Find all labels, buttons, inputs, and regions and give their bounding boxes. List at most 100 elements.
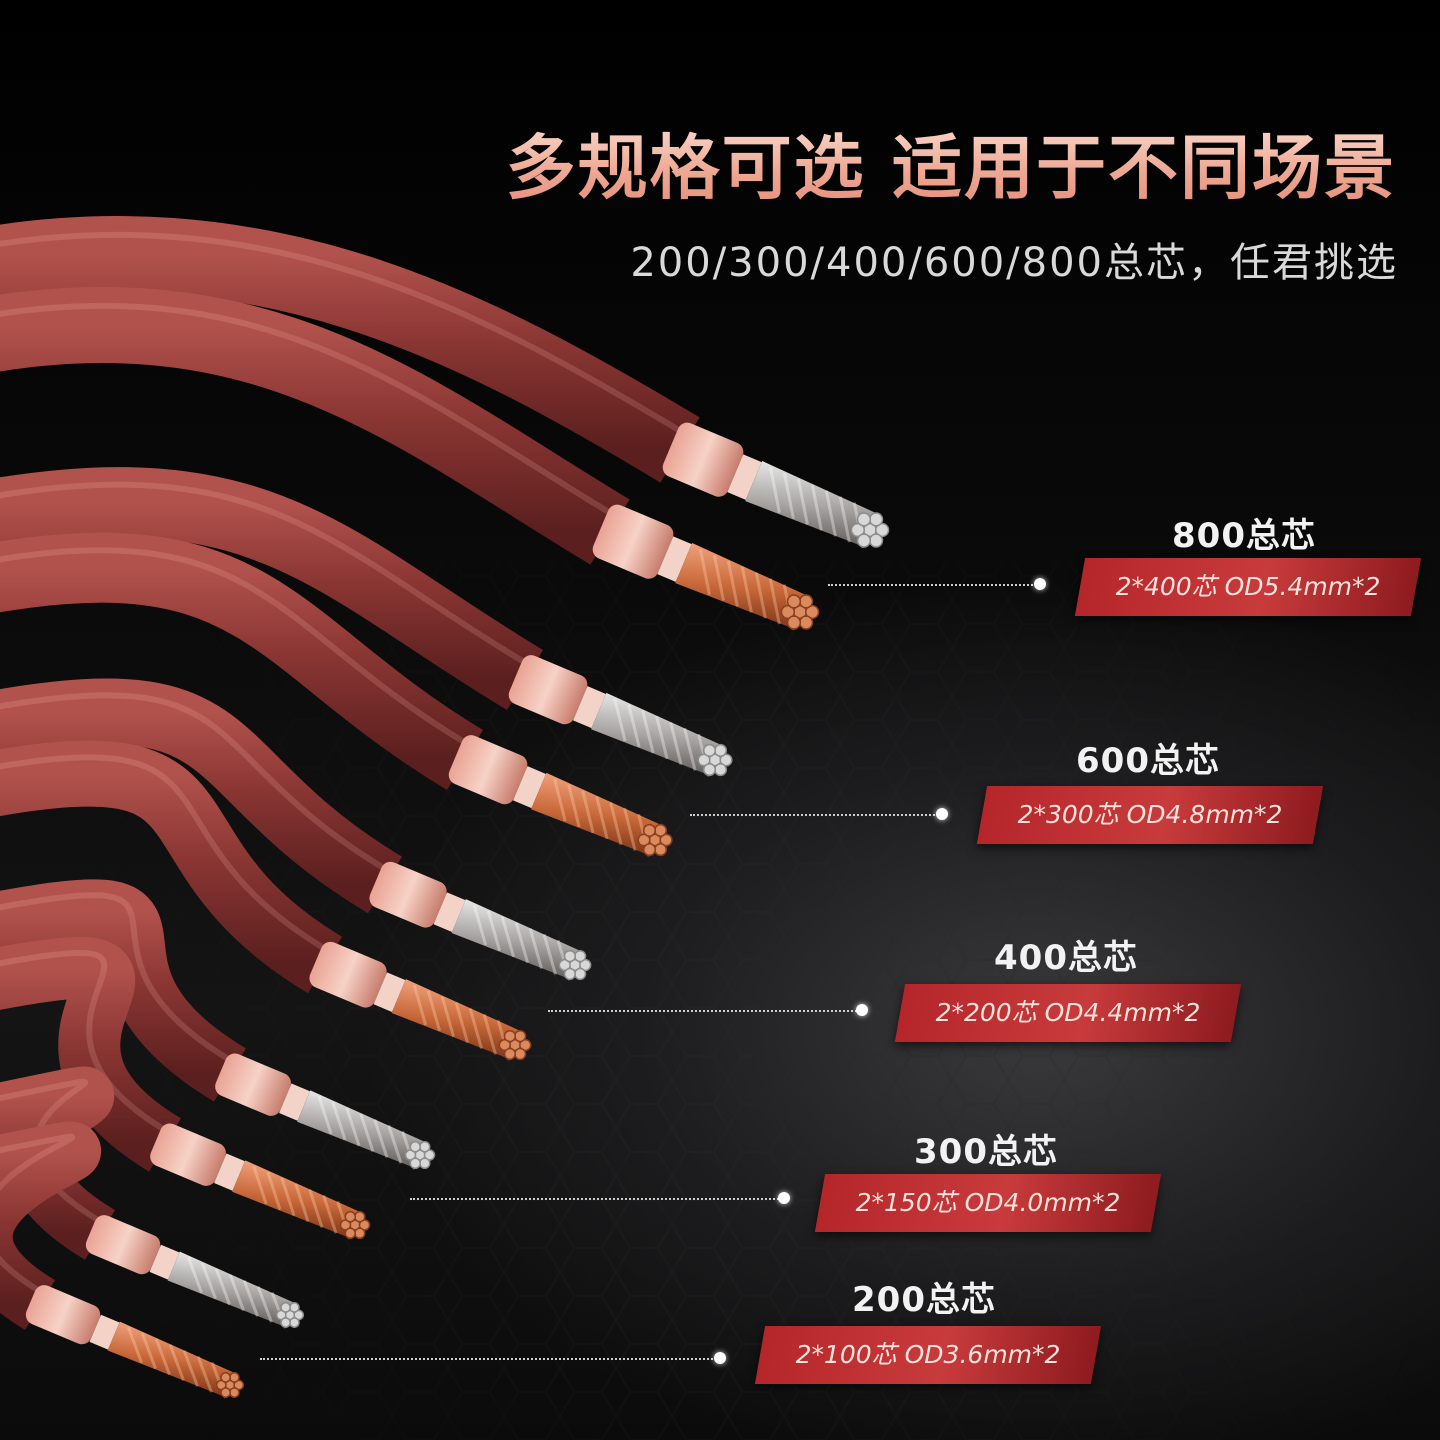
cable-1-silver-twist [641, 710, 655, 754]
cable-3-copper-strands [232, 1160, 361, 1238]
cable-1-copper-twist [581, 790, 595, 834]
cable-4-silver-twist [228, 1274, 245, 1311]
cable-4-copper-twist [168, 1344, 185, 1381]
cable-3-silver-twist [387, 1125, 403, 1164]
cable-2-copper-twist [454, 1002, 469, 1044]
cable-0-copper-twist [768, 578, 781, 625]
cable-3-silver-twist [345, 1107, 361, 1147]
cable-0-silver-face [850, 512, 890, 548]
cable-1-copper-foil [448, 735, 528, 805]
cable-1-silver-twist [627, 704, 641, 748]
cable-0-copper-wire [805, 604, 820, 620]
cable-2-copper-face [498, 1029, 532, 1061]
cable-0-silver-wire [856, 512, 872, 527]
cable-4-copper-foil [25, 1285, 101, 1345]
spec-200-dot [714, 1352, 726, 1364]
cable-2-silver-twist [528, 928, 543, 969]
cable-4-copper-highlight [0, 1133, 76, 1294]
cable-0-copper-wire [786, 594, 802, 609]
cable-0-silver-film [727, 454, 762, 500]
cable-4-copper-twist [196, 1356, 213, 1393]
cable-1-silver-end [508, 655, 722, 777]
cable-1-copper-wire [637, 833, 651, 847]
cable-4-copper-strands [107, 1321, 235, 1397]
cable-1-copper-wire [642, 823, 657, 837]
cable-1-silver-wire [713, 743, 728, 757]
spec-600-detail: 2*300芯 OD4.8mm*2 [1017, 800, 1283, 829]
cable-1-silver-wire [697, 753, 711, 767]
cable-1-copper-strands [531, 772, 662, 855]
cable-1-silver-film [573, 686, 606, 729]
cable-4-copper-twist [126, 1326, 143, 1364]
cable-0-copper-twist [754, 572, 767, 619]
cable-3-silver-wire [419, 1141, 431, 1153]
cable-4-copper-end [25, 1285, 235, 1399]
cable-2-copper-highlight [0, 754, 327, 952]
cable-1-copper-highlight [0, 547, 467, 746]
cable-3-copper-wire [344, 1227, 356, 1239]
cable-4-copper-film [89, 1314, 120, 1350]
cable-4-silver-wire [289, 1302, 300, 1313]
spec-400-total: 400总芯 [994, 938, 1138, 978]
cable-0-copper-highlight [0, 302, 612, 516]
cable-2-copper-wire [503, 1029, 517, 1043]
spec-800-leader [828, 584, 1040, 586]
cable-1-silver-foil [508, 655, 588, 725]
cable-2-copper-end [309, 941, 521, 1061]
cable-3-copper-face [339, 1211, 371, 1239]
spec-200-detail: 2*100芯 OD3.6mm*2 [795, 1340, 1061, 1369]
spec-200-badge: 2*100芯 OD3.6mm*2 [754, 1326, 1102, 1384]
cable-2-copper-wire [513, 1047, 527, 1061]
cable-4-silver-twist [256, 1286, 273, 1323]
cable-3-silver-twist [317, 1095, 333, 1135]
cable-2-copper-twist [482, 1014, 497, 1055]
cable-0-silver-twist [810, 484, 823, 531]
cable-3-silver-highlight [0, 892, 232, 1063]
cable-3-silver-face [404, 1141, 436, 1169]
cable-1-copper-twist [595, 796, 609, 840]
cable-2-silver-strands [451, 899, 581, 979]
cable-2-silver-twist [500, 916, 516, 958]
spec-400-detail: 2*200芯 OD4.4mm*2 [935, 998, 1201, 1027]
cable-4-silver-foil [85, 1215, 161, 1275]
cable-1-silver-jacket [0, 467, 544, 711]
cable-0-copper-face [780, 594, 820, 630]
cable-2-copper-strands [391, 979, 521, 1059]
cable-3-silver-film [279, 1083, 310, 1121]
cable-3-silver-wire [409, 1141, 421, 1153]
cable-0-silver-wire [868, 512, 884, 527]
cable-0-copper-foil [592, 504, 674, 579]
cable-3-copper-twist [308, 1189, 324, 1228]
cable-0-silver-twist [838, 496, 851, 543]
cable-3-silver-wire [423, 1149, 436, 1161]
spec-400-dot [856, 1004, 868, 1016]
cable-3-copper-wire [358, 1219, 371, 1231]
cable-3-copper-wire [339, 1219, 352, 1231]
cable-4-copper-wire [229, 1372, 240, 1383]
cable-4-silver-twist [186, 1256, 203, 1294]
cable-0-silver-jacket [0, 216, 700, 483]
cable-2-copper-wire [498, 1038, 511, 1052]
cable-4-copper-twist [140, 1332, 157, 1370]
cable-4-silver-twist [200, 1262, 217, 1300]
cable-2-silver-wire [563, 967, 577, 981]
subheadline: 200/300/400/600/800总芯，任君挑选 [630, 240, 1398, 286]
cable-0-silver-strands [745, 460, 877, 547]
cable-0-copper-end [592, 504, 807, 631]
cable-1-copper-twist [609, 802, 623, 845]
cable-1-silver-twist [613, 698, 627, 742]
cable-4-silver-strands [167, 1251, 295, 1327]
spec-300-leader [410, 1198, 782, 1200]
spec-200-total: 200总芯 [852, 1280, 996, 1320]
cable-4-silver-twist [242, 1280, 259, 1317]
cable-3-copper-wire [354, 1227, 366, 1239]
spec-300-badge: 2*150芯 OD4.0mm*2 [814, 1174, 1162, 1232]
cable-3-copper-wire [354, 1211, 366, 1223]
cable-0-copper-jacket [0, 287, 630, 565]
spec-300-dot [778, 1192, 790, 1204]
cable-4-copper-wire [229, 1387, 240, 1398]
cable-1-silver-wire [702, 743, 717, 757]
cable-1-copper-twist [567, 784, 581, 828]
